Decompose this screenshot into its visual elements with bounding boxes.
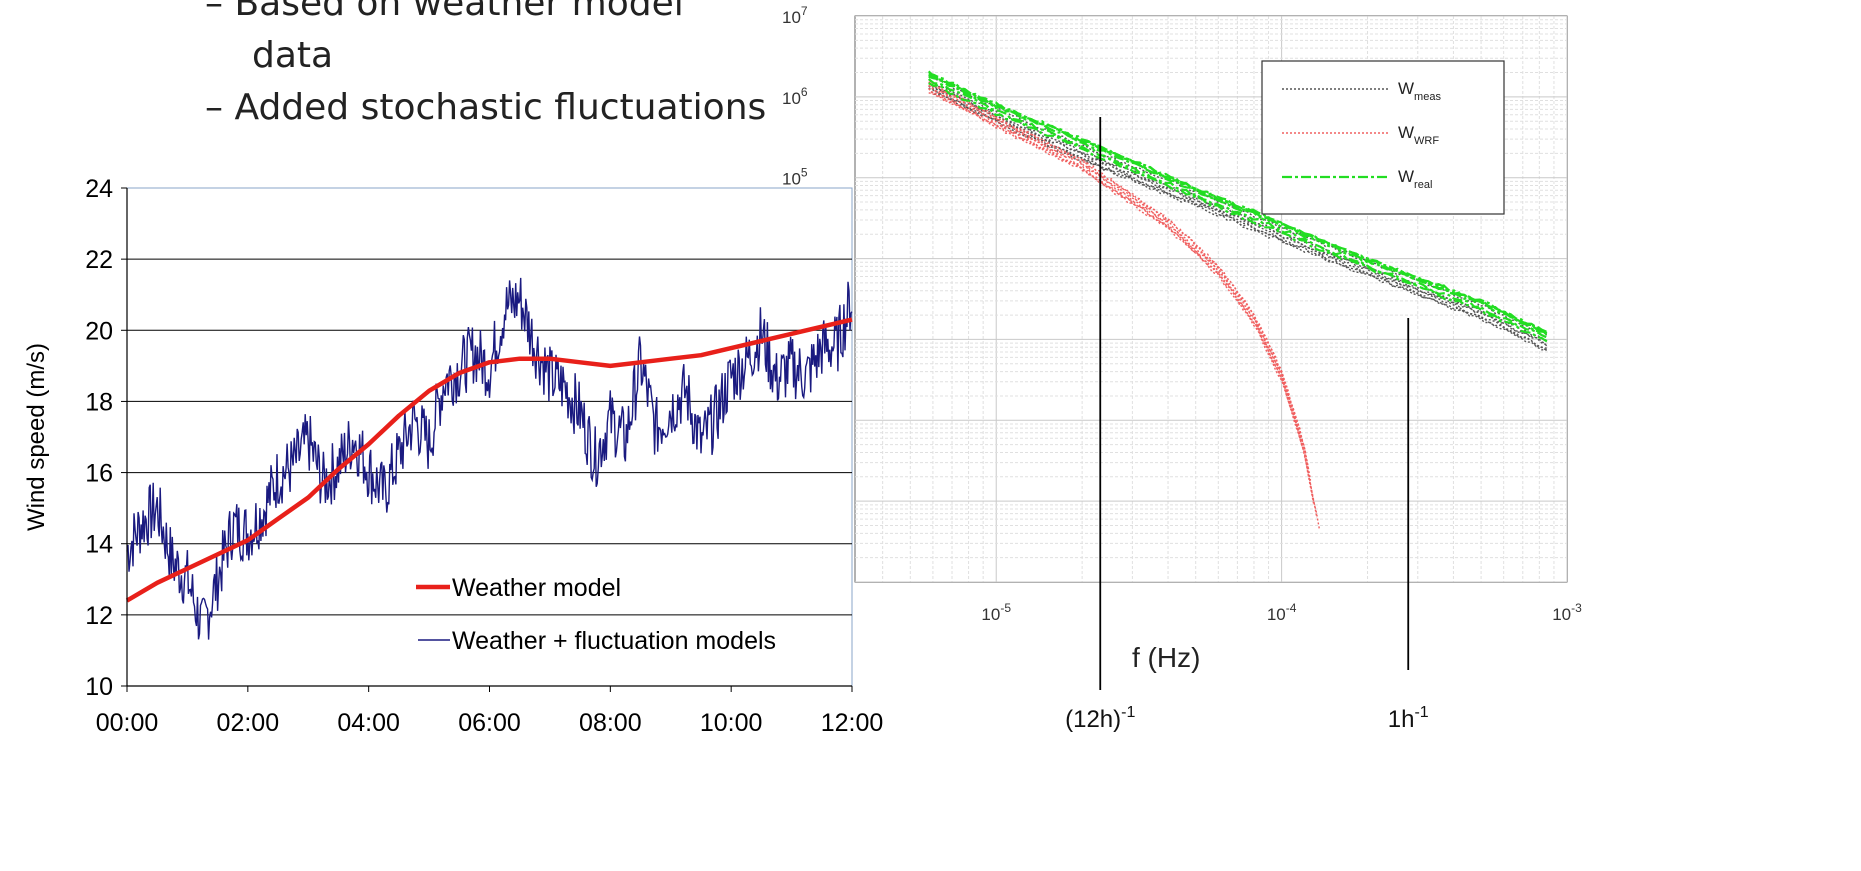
wind-x-tick-label: 06:00 xyxy=(458,709,521,737)
wind-y-tick-label: 16 xyxy=(85,460,113,488)
wind-x-tick-label: 02:00 xyxy=(217,709,280,737)
series-psd-wrf-line xyxy=(928,81,1307,455)
psd-legend: Wmeas WWRF Wreal xyxy=(1261,60,1505,215)
wind-legend: Weather model Weather + fluctuation model… xyxy=(416,574,776,655)
marker-1h-sup: -1 xyxy=(1414,704,1428,721)
psd-y-tick-label: 106 xyxy=(782,85,808,108)
legend-label-real: Wreal xyxy=(1398,167,1432,191)
series-weather-fluctuation-line xyxy=(126,277,853,640)
wind-y-tick-label: 24 xyxy=(85,175,113,203)
bullet-weather-model: – Based on weather model xyxy=(205,0,684,26)
wind-plot-area xyxy=(126,187,853,687)
psd-x-tick-label: 10-5 xyxy=(981,601,1011,624)
wind-x-tick-label: 08:00 xyxy=(579,709,642,737)
legend-label-wrf: WWRF xyxy=(1398,123,1439,147)
marker-label-1h: 1h-1 xyxy=(1388,704,1429,733)
wind-x-tick-label: 10:00 xyxy=(700,709,763,737)
bullet-fluctuations: – Added stochastic fluctuations xyxy=(205,86,766,130)
wind-y-axis-label: Wind speed (m/s) xyxy=(23,343,50,531)
f-axis-label: f (Hz) xyxy=(1132,642,1200,673)
wind-y-tick-label: 22 xyxy=(85,246,113,274)
series-psd-wrf-line xyxy=(928,88,1318,518)
wind-x-tick-label: 00:00 xyxy=(96,709,159,737)
marker-label-12h: (12h)-1 xyxy=(1065,704,1135,733)
psd-tick-labels: 10-5 10-4 10-3 107 106 105 xyxy=(782,4,1582,624)
marker-1h-base: 1h xyxy=(1388,706,1415,733)
wind-y-tick-label: 18 xyxy=(85,388,113,416)
wind-y-tick-label: 14 xyxy=(85,531,113,559)
series-psd-meas-line xyxy=(928,75,1547,336)
series-psd-real-line xyxy=(928,72,1548,333)
series-weather-model-line xyxy=(125,317,853,603)
legend-label-meas: Wmeas xyxy=(1398,79,1441,103)
psd-legend-box xyxy=(1261,60,1505,215)
marker-12h-sup: -1 xyxy=(1121,704,1135,721)
bullet-text: Added stochastic fluctuations xyxy=(234,87,767,128)
bullet-dash: – xyxy=(205,0,223,24)
wind-x-tick-label: 04:00 xyxy=(337,709,400,737)
wind-grid xyxy=(127,258,852,616)
series-psd-real-line xyxy=(928,82,1548,343)
psd-y-tick-label: 107 xyxy=(782,4,808,27)
bullet-dash: – xyxy=(205,87,223,128)
wind-axes: 10 12 14 16 18 20 22 24 00:00 02:00 04:00 06:00 08:0… xyxy=(23,175,883,737)
wind-x-tick-label: 12:00 xyxy=(821,709,884,737)
legend-label-fluctuation: Weather + fluctuation models xyxy=(452,627,776,655)
marker-12h-base: (12h) xyxy=(1065,706,1121,733)
series-psd-wrf-line xyxy=(928,92,1315,506)
psd-x-tick-label: 10-3 xyxy=(1552,601,1582,624)
legend-label-weather-model: Weather model xyxy=(452,574,621,602)
psd-series-group xyxy=(927,70,1548,531)
series-psd-wrf-line xyxy=(928,87,1321,531)
bullet-text: Based on weather model xyxy=(234,0,684,24)
wind-series-group xyxy=(125,277,853,640)
wind-y-tick-label: 12 xyxy=(85,602,113,630)
series-psd-meas-line xyxy=(928,87,1548,352)
psd-y-tick-label: 105 xyxy=(782,166,808,189)
series-psd-wrf-line xyxy=(928,84,1309,470)
wind-y-tick-label: 20 xyxy=(85,317,113,345)
series-psd-real-line xyxy=(928,78,1548,339)
wind-y-tick-label: 10 xyxy=(85,673,113,701)
bullet-continuation: data xyxy=(252,35,334,76)
psd-x-tick-label: 10-4 xyxy=(1267,601,1297,624)
series-psd-wrf-line xyxy=(928,80,1302,431)
